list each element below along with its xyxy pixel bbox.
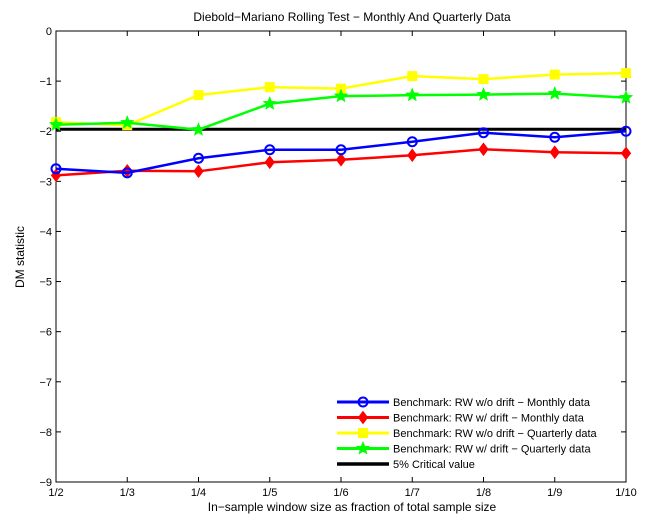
legend: Benchmark: RW w/o drift − Monthly data Be… xyxy=(333,392,619,476)
legend-label: Benchmark: RW w/o drift − Quarterly data xyxy=(393,428,598,440)
square-marker xyxy=(549,69,560,80)
x-axis-label: In−sample window size as fraction of tot… xyxy=(208,500,497,514)
square-marker xyxy=(193,90,204,101)
circle-marker xyxy=(406,136,418,148)
x-tick-label: 1/9 xyxy=(547,487,562,499)
circle-marker xyxy=(335,144,347,156)
y-tick-label: 0 xyxy=(46,26,52,38)
star-marker xyxy=(404,87,420,102)
circle-marker xyxy=(478,127,489,139)
star-marker xyxy=(119,115,135,129)
circle-marker xyxy=(193,152,204,164)
y-tick-label: −8 xyxy=(39,427,52,439)
series-0 xyxy=(50,125,632,179)
circle-marker xyxy=(264,144,276,156)
circle-marker xyxy=(50,163,62,175)
series-1 xyxy=(50,142,632,183)
y-tick-label: −4 xyxy=(39,226,52,238)
y-tick-label: −5 xyxy=(39,277,52,289)
series-line xyxy=(55,129,627,175)
diamond-marker xyxy=(407,148,418,163)
legend-label: Benchmark: RW w/ drift − Quarterly data xyxy=(393,444,591,456)
y-axis-label: DM statistic xyxy=(13,226,27,288)
legend-label: 5% Critical value xyxy=(393,459,475,471)
square-marker xyxy=(621,68,631,79)
star-marker xyxy=(48,117,64,131)
square-marker xyxy=(358,428,368,438)
x-tick-label: 1/6 xyxy=(333,487,348,499)
y-tick-label: −2 xyxy=(39,126,52,138)
chart-title: Diebold−Mariano Rolling Test − Monthly A… xyxy=(193,10,511,24)
x-tick-label: 1/10 xyxy=(615,487,636,499)
star-marker xyxy=(191,122,206,136)
x-tick-label: 1/4 xyxy=(191,487,206,499)
circle-marker xyxy=(357,396,369,408)
diamond-marker xyxy=(193,164,204,179)
y-tick-label: −3 xyxy=(39,176,52,188)
circle-marker xyxy=(549,131,561,143)
diamond-marker xyxy=(264,155,275,170)
x-tick-label: 1/5 xyxy=(262,487,277,499)
diamond-marker xyxy=(335,152,347,167)
star-marker xyxy=(547,85,563,100)
star-marker xyxy=(355,440,371,455)
star-marker xyxy=(618,89,634,104)
legend-label: Benchmark: RW w/o drift − Monthly data xyxy=(393,397,591,409)
square-marker xyxy=(478,74,489,85)
diamond-marker xyxy=(549,145,560,160)
circle-marker xyxy=(620,125,632,137)
square-marker xyxy=(407,71,418,82)
star-marker xyxy=(476,86,491,101)
diamond-marker xyxy=(620,146,632,161)
y-tick-label: −7 xyxy=(39,377,52,389)
y-tick-label: −6 xyxy=(39,327,52,339)
square-marker xyxy=(264,82,275,93)
y-tick-label: −1 xyxy=(39,76,52,88)
x-tick-label: 1/2 xyxy=(48,487,63,499)
x-tick-label: 1/8 xyxy=(476,487,491,499)
series-3 xyxy=(48,85,634,136)
diamond-marker xyxy=(357,410,369,425)
circle-marker xyxy=(121,167,133,179)
x-tick-label: 1/3 xyxy=(120,487,135,499)
y-tick-label: −9 xyxy=(39,477,52,489)
diamond-marker xyxy=(478,142,489,157)
x-tick-label: 1/7 xyxy=(405,487,420,499)
star-marker xyxy=(262,95,278,110)
star-marker xyxy=(333,88,349,103)
legend-label: Benchmark: RW w/ drift − Monthly data xyxy=(393,413,585,425)
